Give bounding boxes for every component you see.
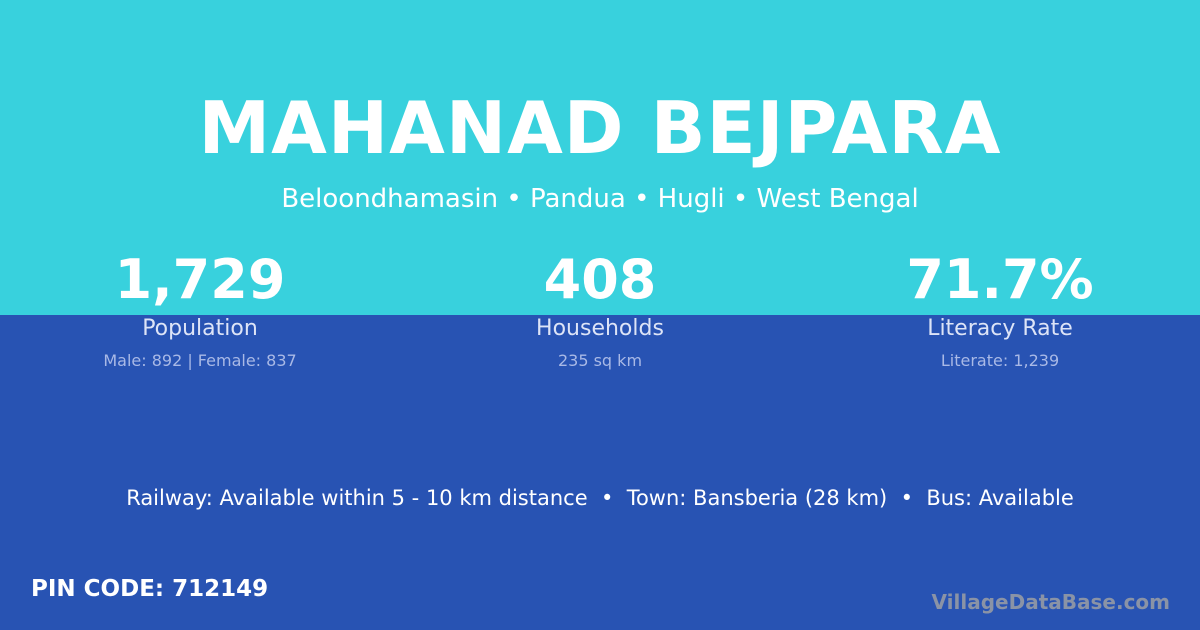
stat-label: Literacy Rate <box>927 316 1073 341</box>
stat-detail: Male: 892 | Female: 837 <box>103 351 297 370</box>
stat-label: Households <box>536 316 664 341</box>
pin-code: PIN CODE: 712149 <box>31 576 269 602</box>
location-breadcrumb: Beloondhamasin • Pandua • Hugli • West B… <box>281 184 919 214</box>
content-band <box>0 315 1200 630</box>
stat-value: 71.7% <box>906 248 1094 311</box>
stat-value: 408 <box>543 248 657 311</box>
stat-value: 1,729 <box>114 248 286 311</box>
stat-detail: 235 sq km <box>557 351 643 370</box>
brand-watermark: VillageDataBase.com <box>931 590 1170 614</box>
stat-population: 1,729 Population Male: 892 | Female: 837 <box>0 248 400 371</box>
stat-detail: Literate: 1,239 <box>940 351 1060 370</box>
header-band <box>0 0 1200 315</box>
stat-label: Population <box>142 316 258 341</box>
connectivity-info: Railway: Available within 5 - 10 km dist… <box>126 486 1074 510</box>
village-title: MAHANAD BEJPARA <box>198 86 1002 170</box>
stat-literacy: 71.7% Literacy Rate Literate: 1,239 <box>800 248 1200 371</box>
stat-households: 408 Households 235 sq km <box>400 248 800 371</box>
